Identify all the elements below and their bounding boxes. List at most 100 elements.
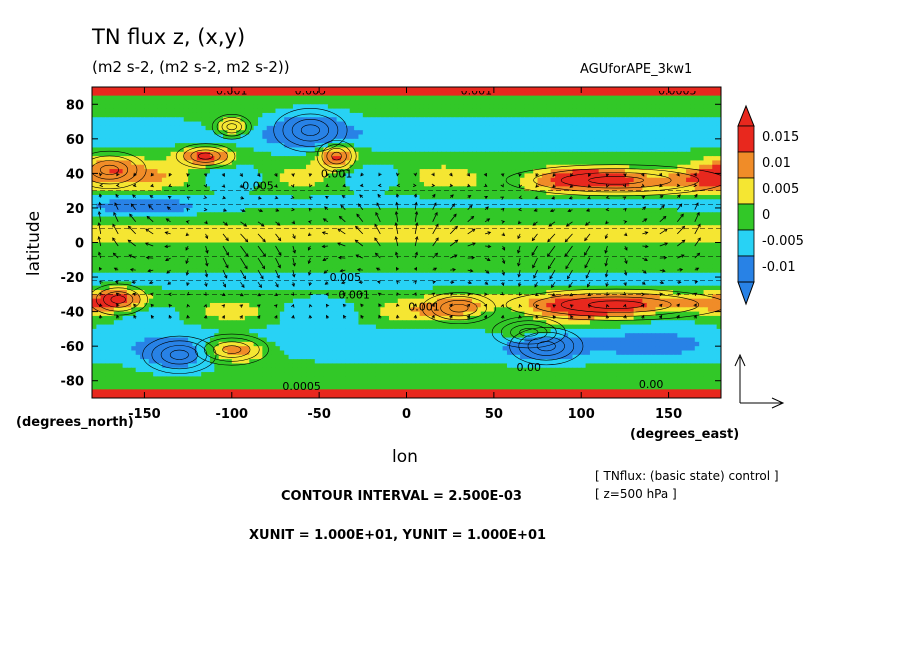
field-cell <box>655 203 661 209</box>
field-cell <box>253 190 259 196</box>
field-cell <box>489 186 495 192</box>
field-cell <box>633 199 639 205</box>
field-cell <box>524 138 530 144</box>
field-cell <box>563 138 569 144</box>
field-cell <box>406 177 412 183</box>
field-cell <box>122 229 128 235</box>
field-cell <box>284 104 290 110</box>
field-cell <box>196 229 202 235</box>
field-cell <box>441 207 447 213</box>
field-cell <box>485 169 491 174</box>
field-cell <box>659 160 665 166</box>
field-cell <box>445 99 451 105</box>
field-cell <box>301 173 307 179</box>
field-cell <box>651 220 657 226</box>
field-cell <box>716 156 721 162</box>
field-cell <box>651 173 657 179</box>
field-cell <box>520 156 526 162</box>
field-cell <box>292 169 298 174</box>
field-cell <box>253 216 259 222</box>
field-cell <box>358 164 364 170</box>
field-cell <box>105 160 111 166</box>
field-cell <box>638 91 643 97</box>
field-cell <box>393 138 399 144</box>
field-cell <box>227 207 233 213</box>
field-cell <box>410 156 416 162</box>
field-cell <box>257 169 263 174</box>
field-cell <box>275 229 281 235</box>
field-cell <box>231 138 237 144</box>
field-cell <box>257 95 263 101</box>
field-cell <box>201 229 207 235</box>
field-cell <box>463 164 469 170</box>
field-cell <box>546 138 552 144</box>
field-cell <box>672 121 678 127</box>
field-cell <box>502 190 508 196</box>
field-cell <box>314 95 320 101</box>
field-cell <box>506 156 512 162</box>
field-cell <box>375 143 381 149</box>
field-cell <box>524 125 530 131</box>
field-cell <box>681 143 687 149</box>
field-cell <box>340 177 346 183</box>
field-cell <box>393 112 399 118</box>
field-cell <box>594 117 600 123</box>
field-cell <box>629 207 635 213</box>
field-cell <box>458 207 464 213</box>
field-cell <box>144 125 150 131</box>
field-cell <box>314 164 320 170</box>
field-cell <box>572 95 578 101</box>
field-cell <box>546 199 552 205</box>
field-cell <box>629 182 635 187</box>
field-cell <box>598 147 604 153</box>
field-cell <box>646 112 652 118</box>
field-cell <box>502 212 508 218</box>
field-cell <box>555 169 560 174</box>
field-cell <box>707 177 713 183</box>
field-cell <box>454 125 460 131</box>
field-cell <box>140 164 146 170</box>
field-cell <box>541 143 547 149</box>
field-cell <box>310 212 316 218</box>
field-cell <box>415 91 421 97</box>
field-cell <box>279 190 285 196</box>
field-cell <box>646 121 652 127</box>
field-cell <box>603 164 609 170</box>
field-cell <box>375 190 381 196</box>
field-cell <box>135 233 141 239</box>
field-cell <box>502 177 508 183</box>
field-cell <box>223 147 229 153</box>
field-cell <box>686 160 692 166</box>
field-cell <box>297 225 303 231</box>
field-cell <box>410 99 416 105</box>
field-cell <box>209 169 215 174</box>
field-cell <box>253 117 259 123</box>
field-cell <box>432 225 438 231</box>
field-cell <box>550 212 556 218</box>
field-cell <box>118 91 124 97</box>
field-cell <box>336 91 342 97</box>
field-cell <box>568 177 574 183</box>
field-cell <box>153 177 159 183</box>
field-cell <box>358 156 364 162</box>
field-cell <box>262 138 268 144</box>
field-cell <box>201 199 207 205</box>
field-cell <box>502 108 508 114</box>
field-cell <box>126 182 132 187</box>
field-cell <box>699 117 705 123</box>
field-cell <box>594 99 600 105</box>
field-cell <box>92 190 97 196</box>
field-cell <box>642 203 648 209</box>
field-cell <box>664 199 670 205</box>
field-cell <box>642 151 648 157</box>
field-cell <box>393 108 399 114</box>
field-cell <box>624 99 630 105</box>
field-cell <box>126 233 132 239</box>
field-cell <box>616 130 622 136</box>
field-cell <box>511 91 517 97</box>
field-cell <box>511 164 517 170</box>
field-cell <box>638 134 643 140</box>
field-cell <box>192 207 198 213</box>
field-cell <box>140 125 146 131</box>
field-cell <box>340 125 346 131</box>
